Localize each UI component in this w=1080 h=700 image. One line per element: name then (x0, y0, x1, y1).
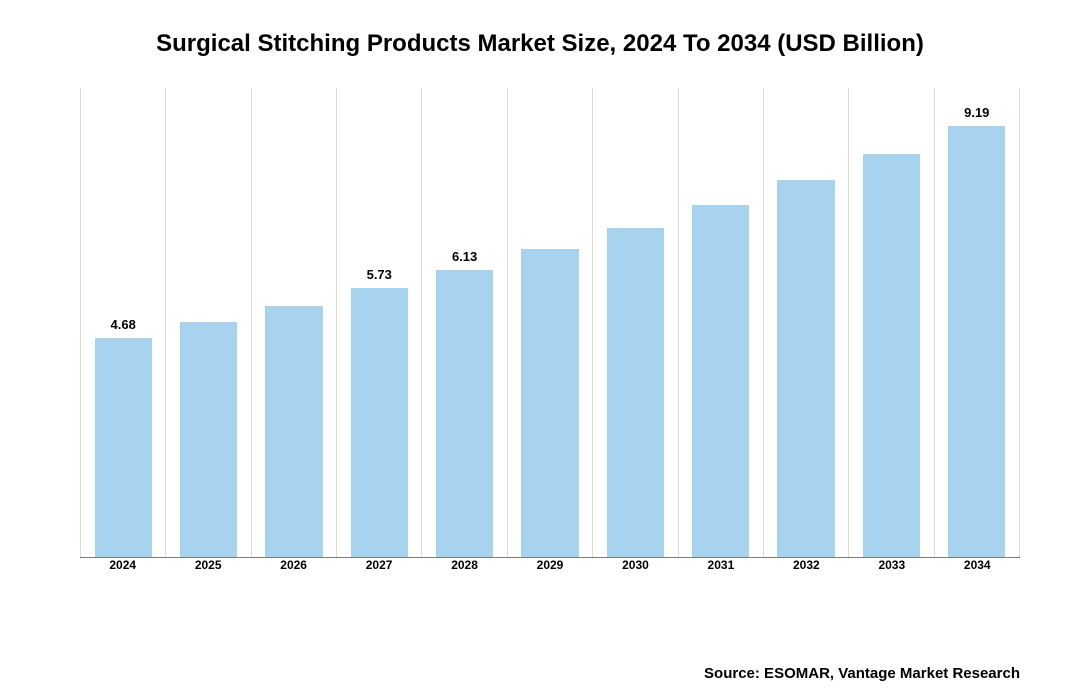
bar-slot: 9.19 (934, 88, 1020, 557)
x-tick-label: 2029 (507, 558, 592, 588)
x-tick-label: 2032 (764, 558, 849, 588)
bar-slot (251, 88, 336, 557)
x-tick-label: 2030 (593, 558, 678, 588)
bar-value-label: 4.68 (81, 317, 165, 332)
bar-slot (592, 88, 677, 557)
bar-slot: 4.68 (80, 88, 165, 557)
bar (95, 338, 152, 557)
bar-slot (763, 88, 848, 557)
bar-slot: 6.13 (421, 88, 506, 557)
x-tick-label: 2024 (80, 558, 165, 588)
x-tick-label: 2027 (336, 558, 421, 588)
x-tick-label: 2025 (165, 558, 250, 588)
bar (265, 306, 322, 557)
bar-slot (848, 88, 933, 557)
bar-slot (678, 88, 763, 557)
chart-container: Surgical Stitching Products Market Size,… (0, 0, 1080, 700)
plot-area: 4.68 5.736.13 9.19 (80, 88, 1020, 558)
bar (351, 288, 408, 557)
chart-title: Surgical Stitching Products Market Size,… (20, 30, 1060, 58)
bar (692, 205, 749, 557)
bar-slot: 5.73 (336, 88, 421, 557)
bar (180, 322, 237, 557)
x-tick-label: 2026 (251, 558, 336, 588)
x-tick-label: 2031 (678, 558, 763, 588)
bar (948, 126, 1005, 557)
x-tick-label: 2034 (935, 558, 1020, 588)
chart-wrap: 4.68 5.736.13 9.19 20242025202620272028202… (40, 88, 1040, 608)
bar-slot (507, 88, 592, 557)
bar (777, 180, 834, 557)
bar (863, 154, 920, 557)
x-tick-label: 2028 (422, 558, 507, 588)
bar-value-label: 9.19 (935, 105, 1019, 120)
bar (436, 270, 493, 557)
x-axis: 2024202520262027202820292030203120322033… (80, 558, 1020, 588)
x-tick-label: 2033 (849, 558, 934, 588)
bars-row: 4.68 5.736.13 9.19 (80, 88, 1020, 557)
bar-value-label: 6.13 (422, 249, 506, 264)
bar (607, 228, 664, 557)
source-attribution: Source: ESOMAR, Vantage Market Research (704, 665, 1020, 682)
bar (521, 249, 578, 557)
bar-value-label: 5.73 (337, 267, 421, 282)
bar-slot (165, 88, 250, 557)
